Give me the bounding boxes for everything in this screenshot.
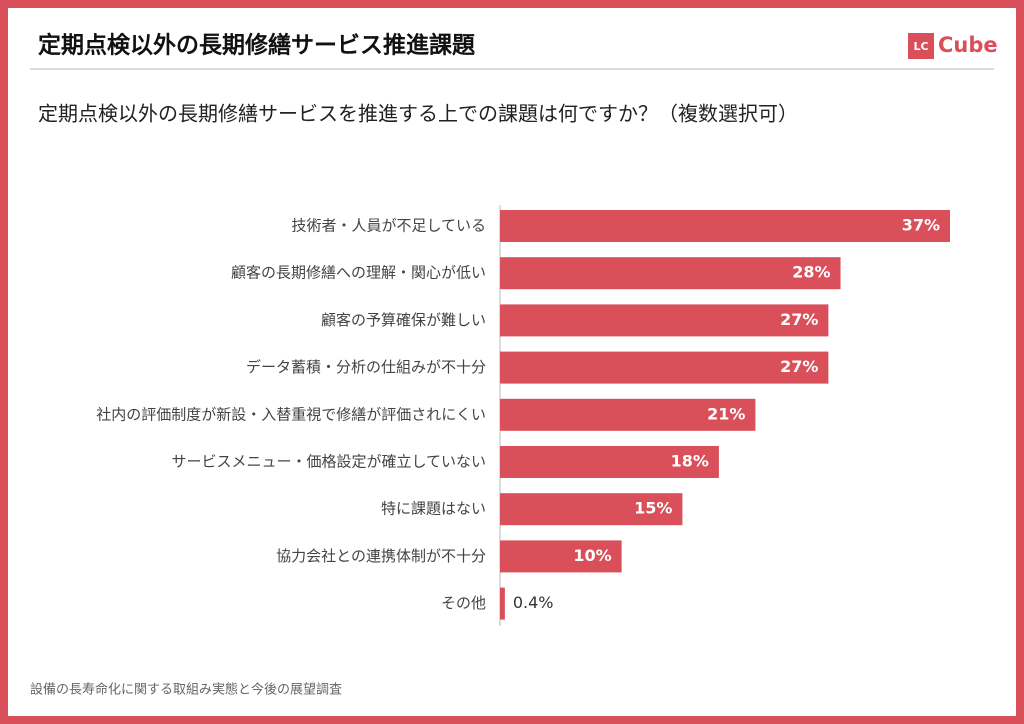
value-label: 21% (707, 404, 745, 423)
value-label: 28% (792, 263, 830, 282)
bar (500, 210, 950, 242)
bar (500, 257, 841, 290)
category-label: その他 (441, 594, 486, 612)
category-label: 社内の評価制度が新設・入替重視で修繕が評価されにくい (96, 405, 486, 423)
category-label: 顧客の予算確保が難しい (321, 311, 486, 329)
bar (500, 587, 505, 620)
value-label: 18% (671, 452, 709, 471)
chart-subtitle: 定期点検以外の長期修繕サービスを推進する上での課題は何ですか？（複数選択可） (38, 102, 798, 126)
category-label: 協力会社との連携体制が不十分 (276, 547, 486, 565)
value-label: 10% (573, 546, 611, 565)
bar (500, 493, 683, 526)
value-label: 27% (780, 310, 818, 329)
logo-mark: LC (913, 40, 928, 53)
category-label: データ蓄積・分析の仕組みが不十分 (246, 358, 486, 376)
bar (500, 446, 719, 478)
value-label: 15% (634, 499, 672, 518)
category-label: 特に課題はない (381, 500, 486, 518)
logo-text: Cube (938, 33, 998, 57)
value-label: 37% (902, 216, 940, 235)
category-label: 技術者・人員が不足している (291, 217, 486, 235)
source: 設備の長寿命化に関する取組み実態と今後の展望調査 (30, 682, 342, 698)
value-label: 27% (780, 357, 818, 376)
logo-box (908, 33, 934, 59)
bar (500, 398, 756, 431)
bar (500, 540, 622, 573)
chart-title: 定期点検以外の長期修繕サービス推進課題 (38, 32, 476, 59)
bar (500, 304, 829, 337)
category-label: サービスメニュー・価格設定が確立していない (171, 453, 486, 471)
category-label: 顧客の長期修繕への理解・関心が低い (231, 264, 486, 282)
bar (500, 351, 829, 384)
value-label: 0.4% (513, 593, 554, 612)
